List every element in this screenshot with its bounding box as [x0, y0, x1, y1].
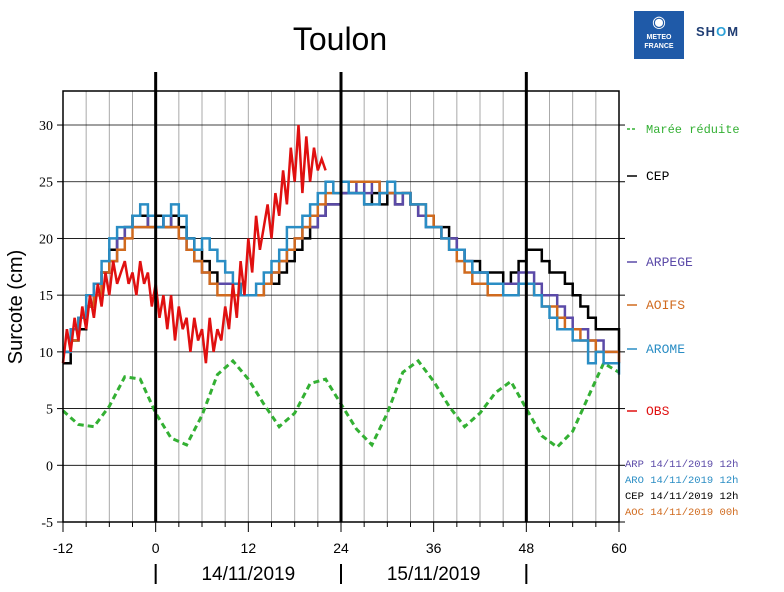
legend-annotations: ARP 14/11/2019 12h ARO 14/11/2019 12h CEP …: [625, 459, 738, 519]
x-tick-label: 48: [519, 540, 535, 556]
meteo-france-logo-line-2: FRANCE: [644, 43, 674, 50]
legend-label: OBS: [646, 404, 670, 419]
meteo-france-logo-line-1: METEO: [646, 34, 672, 41]
day-label: 14/11/2019: [201, 564, 295, 585]
run-annotation: CEP 14/11/2019 12h: [625, 491, 738, 503]
y-tick-label: 25: [39, 176, 53, 191]
x-tick-label: -12: [53, 540, 73, 556]
y-tick-label: 20: [39, 232, 53, 247]
x-tick-label: 36: [426, 540, 442, 556]
axes: -5 0 5 10 15 20 25 30 -12 0 12 24 36 48 60 14/11/2019 15…: [39, 72, 627, 585]
run-annotation: ARP 14/11/2019 12h: [625, 459, 738, 471]
y-tick-label: -5: [41, 516, 53, 531]
x-tick-label: 12: [241, 540, 257, 556]
y-tick-label: 5: [46, 403, 53, 418]
y-tick-label: 30: [39, 119, 53, 134]
run-annotation: AOC 14/11/2019 00h: [625, 507, 738, 519]
run-annotation: ARO 14/11/2019 12h: [625, 475, 738, 487]
y-tick-label: 0: [46, 459, 53, 474]
legend-label: Marée réduite: [646, 123, 740, 137]
series-line-obs: [61, 124, 327, 364]
day-label: 15/11/2019: [387, 564, 481, 585]
x-tick-label: 24: [333, 540, 349, 556]
legend: Marée réduite CEP ARPEGE AOIFS AROME OBS: [627, 123, 740, 419]
x-tick-label: 0: [152, 540, 160, 556]
y-tick-label: 10: [39, 346, 53, 361]
y-tick-label: 15: [39, 289, 53, 304]
chart-title: Toulon: [293, 21, 387, 57]
legend-label: AOIFS: [646, 298, 685, 313]
meteo-france-logo: ◉ METEO FRANCE: [634, 11, 684, 59]
series-line-arome: [63, 180, 621, 375]
legend-label: AROME: [646, 342, 685, 357]
legend-label: ARPEGE: [646, 255, 693, 270]
y-axis-label: Surcote (cm): [5, 250, 27, 364]
legend-label: CEP: [646, 169, 670, 184]
shom-logo: SHOM: [696, 24, 740, 39]
meteo-france-mark-icon: ◉: [652, 14, 666, 31]
x-tick-label: 60: [611, 540, 627, 556]
